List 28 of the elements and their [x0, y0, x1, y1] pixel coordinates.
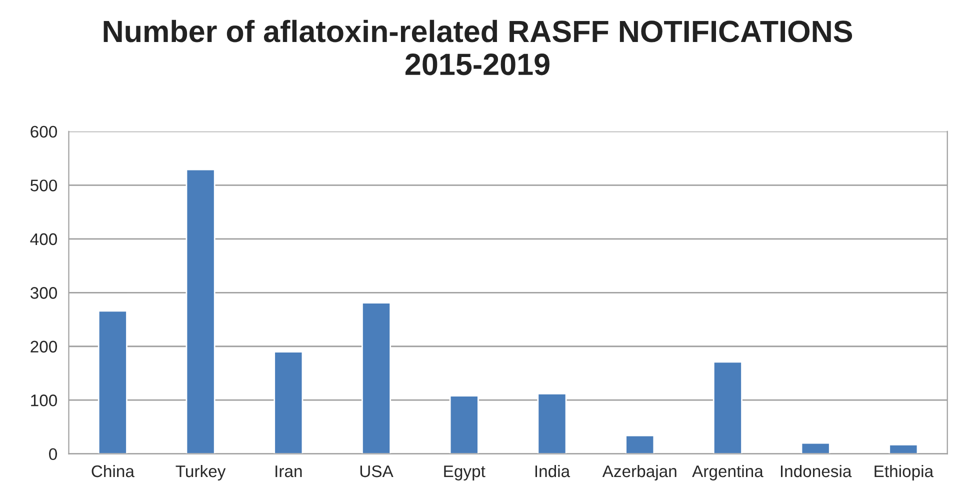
bar	[800, 442, 830, 454]
x-tick-label: China	[92, 464, 134, 478]
x-tick-label: Iran	[276, 466, 302, 478]
x-tick-label: Ethiopia	[874, 464, 934, 480]
bar	[625, 434, 655, 454]
bar	[98, 310, 128, 454]
bar	[449, 395, 479, 454]
x-tick-label: Argentina	[692, 464, 764, 480]
bar	[362, 302, 392, 454]
y-tick-label: 400	[30, 233, 57, 246]
y-tick-label: 200	[30, 340, 57, 353]
bar	[274, 351, 304, 454]
y-tick-label: 500	[30, 180, 57, 192]
bar	[186, 168, 216, 454]
y-tick-label: 100	[31, 394, 57, 406]
bar	[712, 361, 742, 454]
bar	[888, 444, 918, 454]
x-tick-label: Turkey	[176, 464, 226, 480]
chart-title: Number of aflatoxin-related RASFF NOTIFICATIONS 2015-2019	[104, 20, 852, 76]
y-tick-label: 0	[49, 448, 57, 460]
x-tick-label: Azerbajan	[602, 464, 676, 480]
x-tick-label: India	[535, 464, 570, 478]
y-tick-label: 600	[30, 126, 57, 138]
bar	[537, 392, 567, 454]
y-tick-label: 300	[30, 287, 57, 299]
x-tick-label: USA	[360, 465, 394, 478]
x-tick-label: Indonesia	[780, 464, 852, 478]
x-tick-label: Egypt	[444, 466, 486, 480]
